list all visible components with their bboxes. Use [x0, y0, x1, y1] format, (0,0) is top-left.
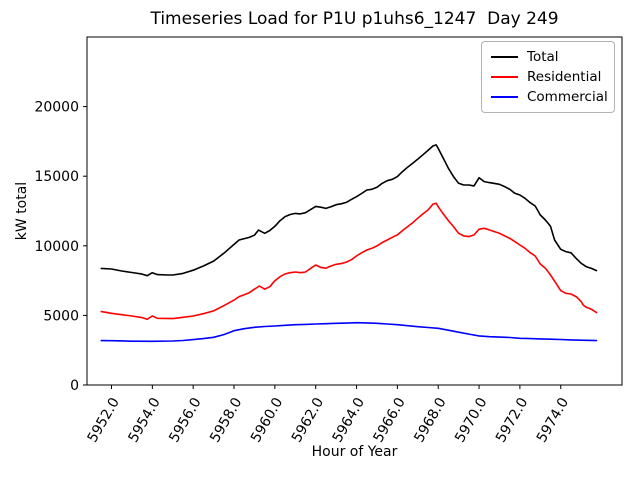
x-tick-label: 5968.0 [411, 395, 449, 445]
x-tick-label: 5962.0 [289, 395, 327, 445]
total-line-swatch [491, 56, 518, 58]
legend-label-total: Total [527, 49, 559, 65]
legend-item-commercial: Commercial [491, 87, 608, 107]
x-tick-label: 5954.0 [125, 395, 163, 445]
x-tick-label: 5970.0 [452, 395, 490, 445]
total-series-line [100, 144, 598, 277]
residential-series-line [100, 202, 598, 321]
y-axis: 0 5000 10000 15000 20000 [34, 100, 87, 394]
x-axis: 5952.0 5954.0 5956.0 5958.0 5960.0 5962.0 5964… [85, 385, 572, 445]
y-tick-label: 15000 [34, 169, 79, 185]
commercial-series-line [100, 321, 598, 343]
x-tick-label: 5972.0 [493, 395, 531, 445]
legend: Total Residential Commercial [481, 41, 615, 113]
x-tick-label: 5960.0 [248, 395, 286, 445]
x-tick-label: 5956.0 [166, 395, 204, 445]
y-tick-label: 5000 [43, 308, 79, 324]
x-tick-label: 5958.0 [207, 395, 245, 445]
y-tick-label: 20000 [34, 100, 79, 116]
x-tick-label: 5964.0 [330, 395, 368, 445]
residential-line-swatch [491, 76, 518, 78]
legend-label-residential: Residential [527, 69, 602, 85]
chart-title: Timeseries Load for P1U p1uhs6_1247 Day … [150, 9, 559, 29]
legend-item-total: Total [491, 47, 605, 67]
legend-label-commercial: Commercial [527, 89, 608, 105]
x-tick-label: 5952.0 [85, 395, 123, 445]
legend-item-residential: Residential [491, 67, 605, 87]
y-tick-label: 0 [70, 378, 79, 394]
axes-spines [86, 36, 623, 386]
x-axis-label: Hour of Year [311, 444, 398, 460]
commercial-line-swatch [491, 96, 518, 98]
series-lines [100, 144, 598, 343]
y-tick-label: 10000 [34, 239, 79, 255]
y-axis-label: kW total [14, 181, 30, 241]
x-tick-label: 5974.0 [534, 395, 572, 445]
x-tick-label: 5966.0 [370, 395, 408, 445]
